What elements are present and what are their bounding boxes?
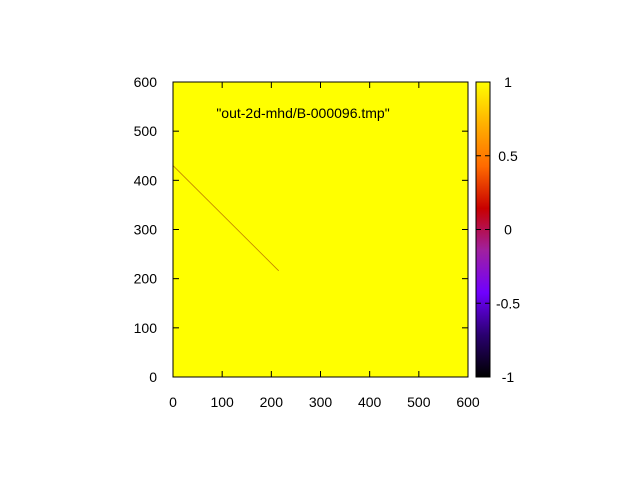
y-tick-label: 0 [149,369,157,385]
x-tick-label: 400 [358,394,382,410]
feature-layer [172,165,279,272]
y-tick-label: 400 [134,172,158,188]
x-axis: 0 100 200 300 400 500 600 [169,82,480,410]
y-tick-label: 100 [134,320,158,336]
x-tick-label: 0 [169,394,177,410]
x-tick-label: 300 [309,394,333,410]
x-tick-label: 100 [210,394,234,410]
y-tick-label: 600 [134,74,158,90]
y-axis: 0 100 200 300 400 500 600 [134,74,468,385]
x-tick-label: 200 [260,394,284,410]
colorbar-tick-label: 0 [504,222,512,238]
colorbar-tick-label: 0.5 [498,148,518,164]
y-tick-label: 500 [134,123,158,139]
colorbar-tick-label: 1 [504,74,512,90]
x-tick-label: 600 [456,394,480,410]
colorbar-tick-label: -0.5 [496,295,520,311]
colorbar-tick-label: -1 [502,369,515,385]
x-tick-label: 500 [407,394,431,410]
y-tick-label: 200 [134,271,158,287]
feature-line-0 [172,165,279,272]
y-tick-label: 300 [134,222,158,238]
plot-area [173,82,468,377]
legend-label: "out-2d-mhd/B-000096.tmp" [216,105,389,121]
colorbar-axis: 1 0.5 0 -0.5 -1 [476,74,520,385]
